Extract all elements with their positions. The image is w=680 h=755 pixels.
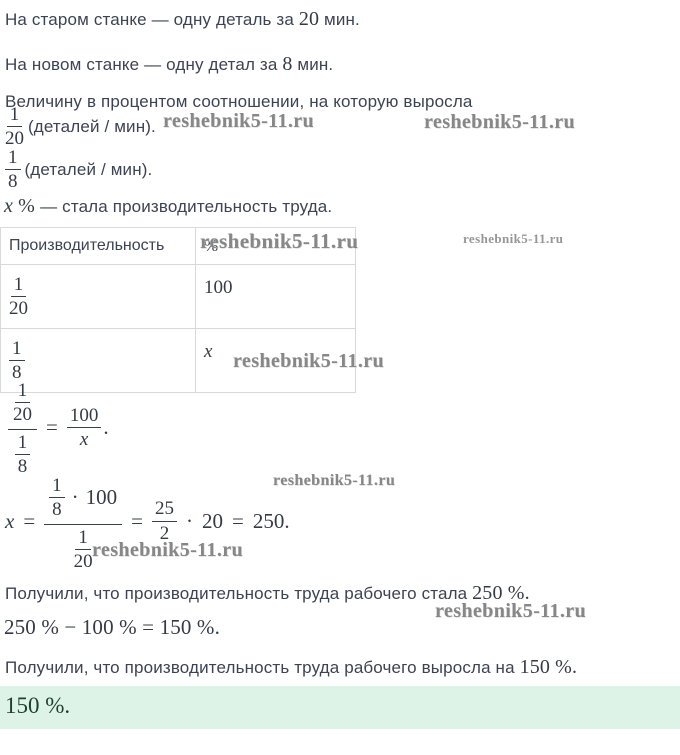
fraction-denominator: 2	[159, 522, 170, 544]
fraction-1-20: 1 20	[5, 104, 24, 150]
fraction-denominator: 20	[73, 550, 93, 572]
complex-fraction-numerator: 1 8 · 100	[44, 470, 123, 525]
period: .	[103, 415, 109, 440]
fraction-1-20: 1 20	[74, 527, 93, 573]
complex-fraction-denominator: 1 20	[74, 525, 93, 573]
statement-text: На новом станке — одну детал за	[5, 55, 283, 74]
fraction-numerator: 100	[66, 405, 102, 429]
fraction-numerator: 1	[14, 380, 31, 404]
table-cell-percent-new: x	[195, 328, 356, 393]
fraction-denominator: 8	[8, 171, 18, 193]
fraction-numerator: 25	[152, 498, 178, 522]
fraction-denominator: 8	[52, 499, 62, 521]
variable-definition-line: x % — стала производительность труда.	[4, 195, 332, 218]
watermark: reshebnik5-11.ru	[92, 539, 244, 561]
fraction-denominator: 20	[5, 128, 24, 150]
fraction-100-x: 100 x	[66, 405, 102, 451]
factor-20: 20	[202, 508, 224, 533]
numerator-product: 1 8 · 100	[49, 475, 117, 521]
multiplication-dot: ·	[71, 485, 79, 510]
statement-unit: мин.	[319, 10, 360, 29]
final-answer: 150 %.	[5, 693, 71, 718]
value-250-percent: 250 %.	[472, 582, 530, 604]
watermark: reshebnik5-11.ru	[200, 229, 359, 253]
statement-old-machine: На старом станке — одну деталь за 20 мин…	[5, 8, 360, 31]
productivity-table: Производительность % 1 20 100 1 8	[0, 227, 356, 393]
fraction-numerator: 1	[10, 274, 27, 297]
subtraction-line: 250 % − 100 % = 150 %.	[4, 615, 220, 639]
multiplication-dot: ·	[186, 508, 194, 533]
statement-text: Получили, что производительность труда р…	[5, 584, 473, 603]
watermark: reshebnik5-11.ru	[424, 111, 576, 133]
watermark: reshebnik5-11.ru	[233, 350, 385, 372]
table-cell-percent-old: 100	[195, 264, 356, 329]
statement-text: Получили, что производительность труда р…	[5, 658, 520, 677]
statement-new-machine: На новом станке — одну детал за 8 мин.	[5, 53, 333, 76]
factor-100: 100	[85, 485, 118, 510]
fraction-1-8: 1 8	[9, 338, 25, 384]
table-cell-rate-old: 1 20	[0, 264, 196, 329]
proportion-equation: 1 20 1 8 = 100 x .	[8, 378, 109, 477]
rate-old-line: 1 20 (деталей / мин).	[5, 104, 156, 150]
watermark: reshebnik5-11.ru	[163, 110, 315, 132]
statement-text: На старом станке — одну деталь за	[5, 10, 299, 29]
table-header-productivity: Производительность	[0, 227, 196, 265]
watermark: reshebnik5-11.ru	[463, 231, 564, 246]
complex-fraction-numerator: 1 20	[8, 378, 37, 430]
equals-sign: =	[131, 508, 144, 533]
equals-sign: =	[232, 508, 244, 533]
fraction-1-8: 1 8	[14, 432, 31, 478]
fraction-numerator: 1	[49, 475, 65, 499]
table-cell-rate-new: 1 8	[0, 328, 196, 393]
conclusion-became-line: Получили, что производительность труда р…	[5, 582, 530, 605]
fraction-numerator: 1	[9, 338, 25, 361]
answer-bar: 150 %.	[0, 686, 680, 729]
rate-new-line: 1 8 (деталей / мин).	[5, 147, 152, 193]
statement-text: — стала производительность труда.	[40, 197, 333, 216]
fraction-numerator: 1	[75, 527, 91, 550]
fraction-numerator: 1	[14, 432, 31, 455]
variable-x: x	[5, 508, 15, 533]
equals-sign: =	[46, 415, 58, 440]
fraction-25-2: 25 2	[152, 498, 178, 544]
fraction-1-8: 1 8	[5, 147, 21, 193]
result-250: 250.	[252, 508, 290, 533]
rate-unit-label: (деталей / мин).	[28, 116, 156, 136]
conclusion-grew-line: Получили, что производительность труда р…	[5, 656, 577, 679]
fraction-denominator: x	[79, 429, 89, 451]
solution-equation: x = 1 8 · 100 1 20 =	[5, 470, 290, 572]
fraction-denominator: 20	[13, 404, 32, 426]
main-complex-fraction: 1 8 · 100 1 20	[44, 470, 123, 573]
lhs-complex-fraction: 1 20 1 8	[8, 378, 37, 477]
variable-x: x	[4, 195, 14, 217]
table-row: 1 8 x	[0, 328, 356, 393]
watermark: reshebnik5-11.ru	[273, 472, 396, 489]
fraction-denominator: 20	[9, 298, 28, 319]
fraction-denominator: 8	[12, 362, 22, 383]
fraction-denominator: 8	[17, 455, 28, 477]
statement-percent-intro: Величину в процентом соотношении, на кот…	[5, 92, 473, 112]
statement-text: Величину в процентом соотношении, на кот…	[5, 92, 473, 111]
table-row: 1 20 100	[0, 264, 356, 329]
statement-unit: мин.	[292, 55, 334, 74]
equals-sign: =	[23, 508, 36, 533]
complex-fraction-denominator: 1 8	[14, 430, 31, 478]
fraction-1-20: 1 20	[13, 380, 32, 426]
value-150-percent: 150 %.	[519, 656, 578, 678]
fraction-1-20: 1 20	[9, 274, 28, 320]
watermark: reshebnik5-11.ru	[435, 600, 587, 622]
minutes-new-value: 8	[282, 53, 293, 75]
fraction-1-8: 1 8	[49, 475, 65, 521]
minutes-old-value: 20	[298, 8, 320, 30]
rate-unit-label: (деталей / мин).	[24, 159, 153, 179]
fraction-numerator: 1	[6, 104, 23, 128]
percent-sign: %	[13, 195, 41, 217]
fraction-numerator: 1	[5, 147, 21, 171]
